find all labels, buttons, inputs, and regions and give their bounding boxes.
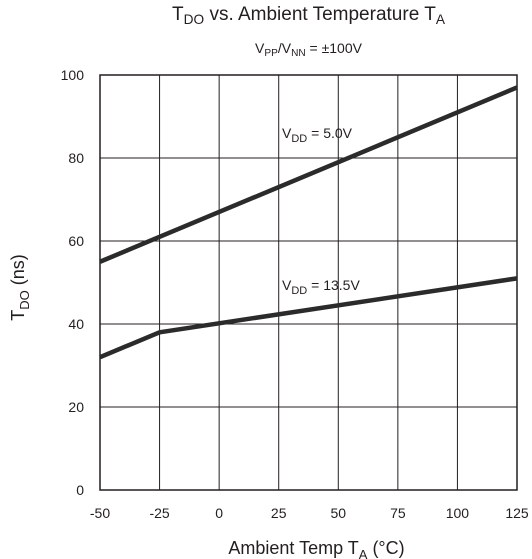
y-tick-label: 40: [68, 316, 84, 332]
series-label-1: VDD = 5.0V: [282, 125, 353, 145]
x-tick-label: 125: [505, 505, 529, 521]
x-tick-label: -25: [149, 505, 169, 521]
series-lines: [99, 85, 518, 360]
x-tick-labels: -50 -25 0 25 50 75 100 125: [90, 505, 529, 521]
x-tick-label: 50: [330, 505, 346, 521]
y-tick-label: 20: [68, 399, 84, 415]
y-tick-label: 80: [68, 150, 84, 166]
x-tick-label: -50: [90, 505, 110, 521]
x-tick-label: 25: [271, 505, 287, 521]
series-line-1: [99, 85, 518, 264]
x-axis-label: Ambient Temp TA (°C): [228, 538, 404, 559]
series-labels: VDD = 5.0V VDD = 13.5V: [282, 125, 360, 297]
series-label-2: VDD = 13.5V: [282, 277, 360, 297]
x-tick-label: 100: [446, 505, 470, 521]
chart-subtitle: VPP/VNN = ±100V: [255, 40, 362, 59]
y-tick-label: 100: [61, 67, 85, 83]
series-line-2: [99, 276, 518, 360]
y-tick-label: 60: [68, 233, 84, 249]
y-axis-label: TDO (ns): [8, 254, 32, 321]
x-tick-label: 0: [215, 505, 223, 521]
plot-frame: [99, 74, 518, 491]
grid: [99, 74, 518, 491]
y-tick-label: 0: [76, 482, 84, 498]
chart-title: TDO vs. Ambient Temperature TA: [172, 4, 445, 27]
x-tick-label: 75: [390, 505, 406, 521]
y-tick-labels: 0 20 40 60 80 100: [61, 67, 85, 498]
